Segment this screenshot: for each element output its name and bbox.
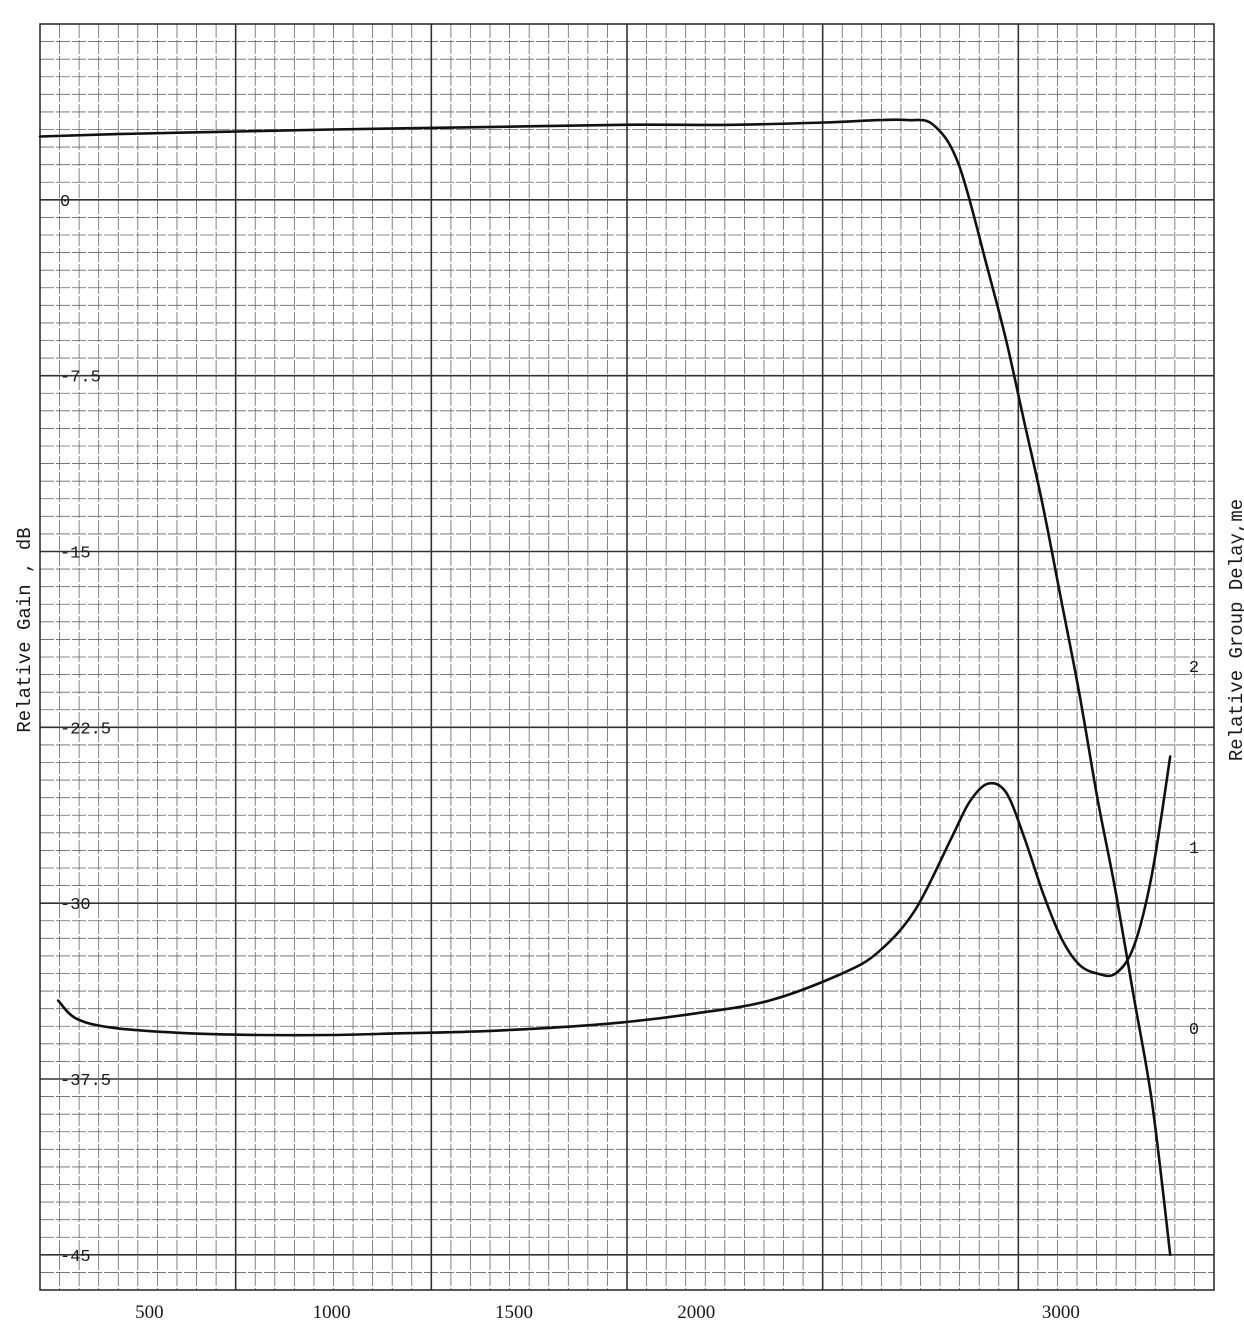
left-tick-label: -7.5 [60,369,101,388]
right-tick-label: 0 [1189,1021,1199,1040]
x-tick-label: 3000 [1042,1302,1080,1323]
series-layer [38,118,1172,1257]
left-tick-label: -37.5 [60,1072,111,1091]
major-gridlines [40,24,1214,1290]
gain-curve [38,118,1172,1257]
left-tick-label: 0 [60,193,70,212]
x-tick-label: 2000 [677,1302,715,1323]
left-tick-label: -30 [60,896,91,915]
right-axis-tick-labels: 2 1 0 [1189,659,1199,1040]
right-tick-label: 2 [1189,659,1199,678]
x-tick-label: 500 [135,1302,164,1323]
left-tick-label: -22.5 [60,720,111,739]
plot-border [39,23,1215,1291]
left-axis-tick-labels: 0 -7.5 -15 -22.5 -30 -37.5 -45 [60,193,111,1267]
group-delay-curve [56,755,1172,1037]
right-axis-title: Relative Group Delay,me [1226,499,1244,761]
left-tick-label: -15 [60,545,91,564]
x-axis-tick-labels: 500 1000 1500 2000 3000 [135,1302,1080,1323]
right-tick-label: 1 [1189,840,1199,859]
left-axis-title: Relative Gain , dB [14,527,36,732]
x-tick-label: 1500 [495,1302,533,1323]
x-tick-label: 1000 [313,1302,351,1323]
left-tick-label: -45 [60,1248,91,1267]
